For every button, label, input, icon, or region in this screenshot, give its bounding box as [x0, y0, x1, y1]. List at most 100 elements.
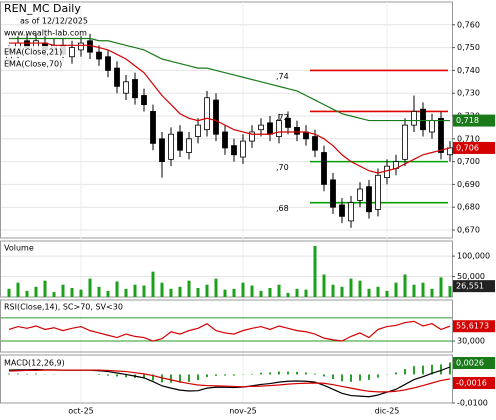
legend-entry: EMA(Close,21)	[4, 48, 62, 57]
volume-bar	[205, 284, 209, 297]
y-tick-label: 0,700	[457, 157, 480, 166]
volume-bar	[79, 289, 83, 297]
source: www.wealth-lab.com	[4, 29, 87, 38]
candle-body	[213, 99, 219, 135]
volume-bar	[376, 286, 380, 297]
y-tick-label: 0,760	[457, 20, 480, 29]
volume-bar	[196, 288, 200, 297]
candle-body	[222, 131, 228, 149]
candle-body	[69, 47, 75, 58]
candle-body	[312, 136, 318, 151]
histogram-bar	[179, 374, 181, 383]
candle-body	[78, 42, 84, 51]
volume-bar	[214, 278, 218, 297]
volume-bar	[448, 286, 452, 297]
level-label: ,72	[276, 113, 289, 122]
volume-bar	[124, 288, 128, 297]
volume-bar	[367, 288, 371, 297]
level-label: ,70	[276, 163, 289, 172]
volume-bar	[331, 284, 335, 297]
candle-body	[321, 152, 327, 185]
last-value-box	[453, 141, 495, 154]
candle-body	[366, 186, 372, 213]
volume-bar	[7, 288, 11, 297]
candle-body	[258, 124, 264, 131]
y-tick-label: 50,000	[457, 272, 485, 281]
candle-body	[420, 108, 426, 131]
candle-body	[132, 79, 138, 99]
candle-body	[114, 67, 120, 87]
last-value-label: 26,551	[456, 282, 484, 291]
histogram-bar	[260, 372, 262, 375]
histogram-bar	[26, 373, 28, 375]
volume-bar	[52, 292, 56, 297]
y-tick-label: 0,730	[457, 89, 480, 98]
x-tick-label: nov-25	[229, 407, 257, 416]
candle-body	[204, 97, 210, 131]
candle-body	[240, 140, 246, 158]
legend-entry: EMA(Close,70)	[4, 60, 62, 69]
candle-body	[276, 120, 282, 137]
histogram-bar	[224, 374, 226, 376]
histogram-bar	[413, 366, 415, 375]
volume-bar	[313, 245, 317, 297]
histogram-bar	[269, 372, 271, 375]
histogram-bar	[395, 372, 397, 375]
histogram-bar	[233, 374, 235, 376]
volume-bar	[385, 290, 389, 297]
histogram-bar	[251, 373, 253, 375]
candle-body	[357, 188, 363, 201]
histogram-bar	[440, 364, 442, 375]
histogram-bar	[404, 369, 406, 375]
panel-title: Volume	[4, 244, 34, 253]
histogram-bar	[359, 374, 361, 381]
histogram-bar	[107, 374, 109, 376]
volume-bar	[115, 281, 119, 297]
legend-bg	[2, 58, 68, 69]
histogram-bar	[197, 374, 199, 381]
volume-bar	[430, 288, 434, 297]
volume-bar	[349, 278, 353, 297]
histogram-bar	[314, 373, 316, 375]
volume-bar	[70, 288, 74, 297]
volume-bar	[394, 282, 398, 297]
last-value-box	[453, 357, 495, 369]
histogram-bar	[305, 372, 307, 375]
candle-body	[177, 131, 183, 151]
candle-body	[150, 111, 156, 144]
y-tick-label: 100,000	[457, 252, 490, 261]
candle-body	[375, 174, 381, 210]
y-tick-label: 0,680	[457, 203, 480, 212]
volume-bar	[250, 285, 254, 297]
histogram-bar	[35, 373, 37, 375]
volume-bar	[340, 286, 344, 297]
volume-bar	[88, 278, 92, 297]
histogram-bar	[350, 374, 352, 382]
volume-bar	[241, 282, 245, 297]
volume-bar	[277, 284, 281, 297]
histogram-bar	[296, 371, 298, 375]
histogram-bar	[206, 374, 208, 377]
y-tick-label: 0,750	[457, 43, 480, 52]
volume-bar	[412, 284, 416, 297]
chart-subtitle: as of 12/12/2025	[20, 17, 88, 26]
ema-line	[9, 42, 451, 174]
candle-body	[330, 179, 336, 208]
histogram-bar	[215, 374, 217, 376]
histogram-bar	[125, 374, 127, 378]
histogram-bar	[188, 374, 190, 382]
x-tick-label: oct-25	[68, 407, 94, 416]
x-tick-label: dic-25	[375, 407, 400, 416]
volume-bar	[169, 288, 173, 297]
histogram-bar	[422, 365, 424, 375]
candle-body	[411, 111, 417, 126]
candle-body	[339, 204, 345, 217]
volume-bar	[133, 284, 137, 297]
volume-bar	[403, 274, 407, 297]
candle-body	[123, 81, 129, 94]
histogram-bar	[332, 374, 334, 379]
volume-bar	[178, 286, 182, 297]
candle-body	[249, 131, 255, 142]
